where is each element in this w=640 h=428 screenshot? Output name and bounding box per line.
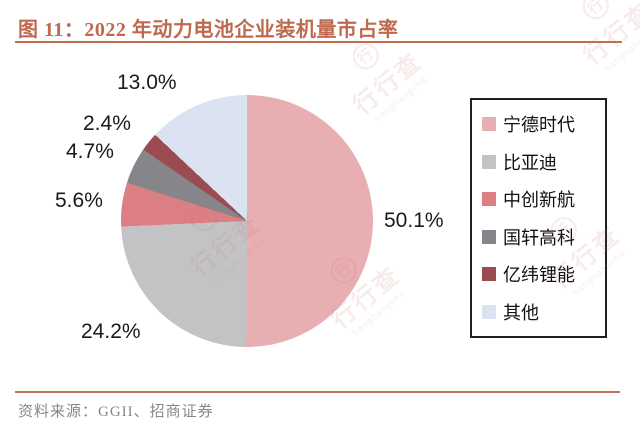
legend-label: 其他 (503, 302, 539, 323)
watermark-logo-icon: 行 (577, 0, 614, 25)
pie-chart (121, 95, 373, 347)
legend-swatch-icon (482, 117, 496, 132)
legend-label: 比亚迪 (503, 152, 557, 173)
legend-label: 亿纬锂能 (503, 265, 575, 286)
legend-item-qita: 其他 (482, 299, 605, 325)
watermark-logo-icon: 行 (347, 38, 384, 75)
watermark: 行 行行查 hanghangcha (556, 0, 640, 78)
legend-swatch-icon (482, 229, 496, 244)
legend-swatch-icon (482, 267, 496, 282)
legend: 宁德时代 比亚迪 中创新航 国轩高科 亿纬锂能 其他 (470, 98, 607, 338)
footer-rule (15, 391, 620, 393)
source-note: 资料来源：GGII、招商证券 (18, 404, 214, 420)
slice-label-zhongchuang: 5.6% (55, 189, 103, 212)
slice-label-yiwei: 2.4% (83, 112, 131, 135)
legend-item-biyadi: 比亚迪 (482, 149, 605, 175)
slice-label-biyadi: 24.2% (81, 320, 141, 343)
legend-swatch-icon (482, 154, 496, 169)
title-underline (15, 41, 622, 43)
legend-item-ningde-shidai: 宁德时代 (482, 111, 605, 137)
legend-item-zhongchuang: 中创新航 (482, 186, 605, 212)
legend-item-guoxuan: 国轩高科 (482, 224, 605, 250)
legend-swatch-icon (482, 304, 496, 319)
legend-item-yiwei: 亿纬锂能 (482, 261, 605, 287)
legend-label: 宁德时代 (503, 115, 575, 136)
figure-title: 图 11：2022 年动力电池企业装机量市占率 (18, 19, 399, 41)
legend-swatch-icon (482, 192, 496, 207)
slice-label-ningde-shidai: 50.1% (384, 209, 444, 232)
legend-label: 国轩高科 (503, 227, 575, 248)
slice-label-guoxuan: 4.7% (66, 140, 114, 163)
slice-label-qita: 13.0% (117, 71, 177, 94)
legend-label: 中创新航 (503, 190, 575, 211)
